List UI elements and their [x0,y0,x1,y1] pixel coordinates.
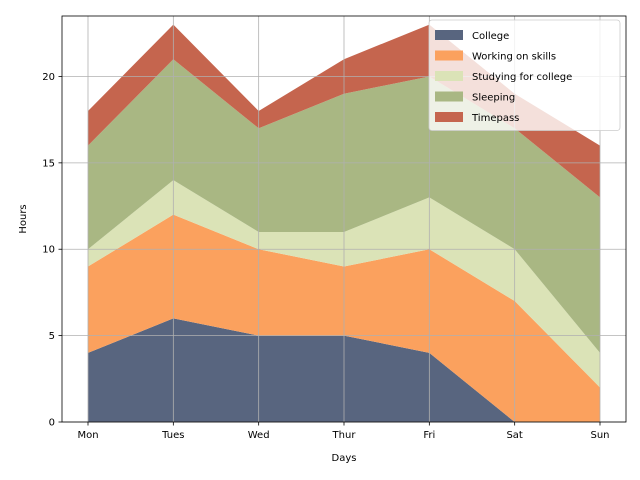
legend-entry: Timepass [471,113,519,124]
legend-swatch [435,112,463,122]
x-tick-label: Wed [248,430,270,441]
x-tick-label: Thur [332,430,357,441]
x-tick-label: Tues [161,430,184,441]
y-axis-label: Hours [18,204,29,233]
legend-entry: Sleeping [472,93,515,104]
y-axis: 0 5 10 15 20 [42,72,62,429]
x-axis-label: Days [332,453,357,464]
y-tick-label: 15 [42,158,55,169]
legend-box [428,19,621,131]
y-tick-label: 20 [42,72,55,83]
legend-entry: College [472,31,509,42]
legend-swatch [435,91,463,102]
x-axis: Mon Tues Wed Thur Fri Sat Sun [77,422,610,441]
x-tick-label: Sun [590,430,609,441]
x-tick-label: Mon [77,430,98,441]
legend-entry: Studying for college [472,72,572,83]
area-series-studying-for-college [88,180,600,388]
legend: College Working on skills Studying for col… [428,19,621,131]
y-tick-label: 10 [42,245,55,256]
legend-swatch [435,50,463,61]
y-tick-label: 0 [49,418,55,429]
legend-entry: Working on skills [472,52,556,63]
x-tick-label: Sat [506,430,522,441]
legend-swatch [435,30,463,40]
y-tick-label: 5 [49,331,55,342]
x-tick-label: Fri [423,430,435,441]
legend-swatch [435,71,463,81]
